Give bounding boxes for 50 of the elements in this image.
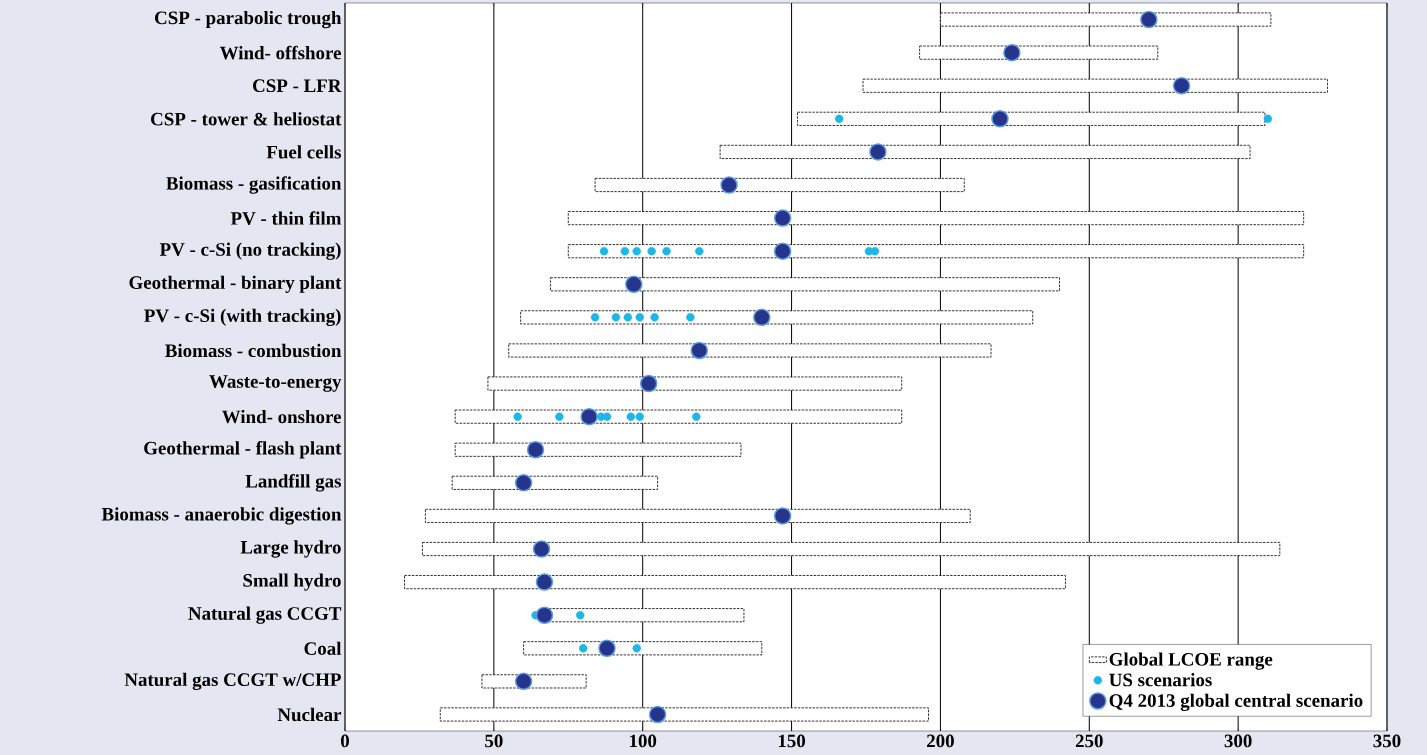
- x-tick-label: 200: [927, 734, 954, 748]
- x-tick-label: 150: [778, 734, 806, 748]
- y-tick-label: Biomass - gasification: [166, 176, 342, 194]
- y-tick-label: Waste-to-energy: [209, 375, 342, 392]
- bar: [424, 508, 971, 523]
- bar: [451, 475, 658, 490]
- bar: [422, 541, 1281, 557]
- y-tick-label: Biomass - combustion: [165, 343, 342, 358]
- y-tick-label: CSP - tower & heliostat: [151, 112, 342, 126]
- y-tick-label: PV - c-Si (no tracking): [159, 242, 341, 260]
- y-tick-label: Small hydro: [243, 573, 341, 591]
- y-tick-label: Nuclear: [277, 707, 342, 722]
- x-tick-label: 0: [340, 734, 349, 748]
- bar: [439, 707, 929, 722]
- bar: [862, 78, 1328, 93]
- y-tick-label: PV - thin film: [230, 211, 342, 225]
- x-tick-label: 100: [630, 734, 657, 748]
- y-tick-label: Geothermal - binary plant: [129, 275, 342, 293]
- legend-label: Q4 2013 global central scenario: [1109, 693, 1363, 711]
- bar: [487, 376, 903, 391]
- bar: [404, 575, 1066, 590]
- x-tick-label: 250: [1075, 734, 1103, 748]
- legend-label: US scenarios: [1109, 673, 1212, 687]
- y-tick-label: CSP - parabolic trough: [155, 10, 342, 29]
- y-tick-label: Large hydro: [240, 540, 341, 558]
- bar: [454, 442, 742, 457]
- bar: [550, 277, 1060, 292]
- x-tick-label: 350: [1373, 734, 1401, 748]
- x-tick-label: 300: [1224, 734, 1252, 748]
- y-tick-label: Coal: [304, 641, 342, 655]
- bar: [567, 244, 1305, 259]
- y-tick-label: Natural gas CCGT: [188, 606, 342, 624]
- legend-label: Global LCOE range: [1109, 652, 1273, 670]
- x-tick-label: 50: [485, 734, 503, 748]
- bar: [719, 144, 1251, 159]
- y-tick-label: Fuel cells: [266, 145, 342, 159]
- y-tick-label: Natural gas CCGT w/CHP: [124, 672, 341, 691]
- bar: [594, 177, 965, 193]
- y-tick-label: CSP - LFR: [253, 79, 342, 93]
- bar: [567, 211, 1305, 226]
- bar: [508, 343, 992, 358]
- y-tick-label: PV - c-Si (with tracking): [144, 308, 341, 327]
- bar: [797, 111, 1266, 126]
- y-tick-label: Landfill gas: [245, 474, 341, 492]
- y-tick-label: Wind- onshore: [222, 409, 341, 424]
- y-tick-label: Biomass - anaerobic digestion: [101, 507, 342, 525]
- y-tick-label: Wind- offshore: [219, 45, 341, 60]
- bar: [919, 45, 1159, 60]
- bar: [940, 12, 1272, 27]
- y-tick-label: Geothermal - flash plant: [144, 441, 342, 459]
